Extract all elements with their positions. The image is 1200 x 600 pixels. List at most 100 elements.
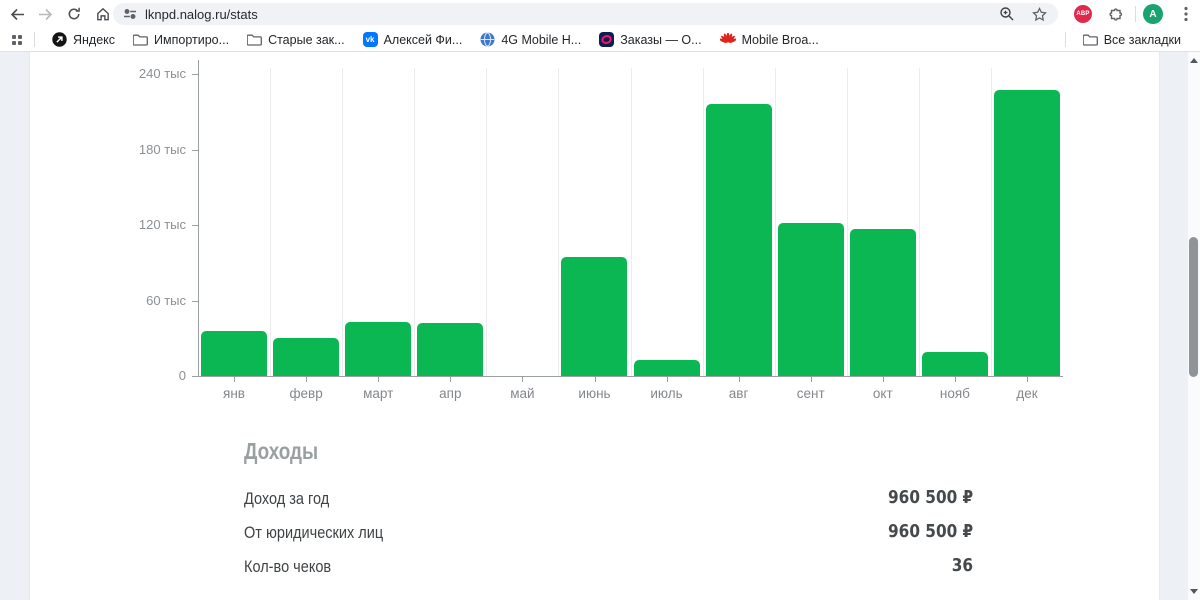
chart-bar[interactable] bbox=[201, 330, 268, 376]
chart-bar[interactable] bbox=[993, 90, 1060, 376]
chart-bar[interactable] bbox=[921, 351, 988, 376]
page-scrollbar[interactable] bbox=[1188, 52, 1200, 600]
income-row-receipts-count: Кол-во чеков 36 bbox=[244, 555, 973, 582]
browser-menu-button[interactable] bbox=[1174, 0, 1198, 28]
toolbar-separator bbox=[1135, 6, 1136, 22]
chart-y-tick-label: 0 bbox=[178, 368, 186, 383]
chart-bar[interactable] bbox=[273, 338, 340, 377]
chart-y-tick bbox=[192, 225, 198, 226]
chart-x-tick-label: май bbox=[510, 386, 535, 401]
chart-gridline bbox=[990, 68, 992, 376]
chart-bar[interactable] bbox=[417, 323, 484, 376]
chart-x-tick bbox=[954, 377, 956, 382]
scrollbar-up-arrow-icon[interactable] bbox=[1190, 58, 1198, 63]
scrollbar-thumb[interactable] bbox=[1189, 237, 1198, 377]
chart-x-axis-line bbox=[198, 376, 1063, 377]
chart-gridline bbox=[774, 68, 776, 376]
chart-x-tick-label: февр bbox=[289, 386, 323, 401]
income-row-label: От юридических лиц bbox=[244, 524, 384, 542]
income-summary-section: Доходы Доход за год 960 500 ₽ От юридиче… bbox=[244, 438, 973, 576]
scrollbar-down-arrow-icon[interactable] bbox=[1190, 589, 1198, 594]
chart-y-tick bbox=[192, 376, 198, 377]
folder-icon bbox=[1082, 34, 1098, 46]
bookmark-yandex[interactable]: Яндекс bbox=[43, 29, 124, 51]
home-button[interactable] bbox=[89, 0, 117, 28]
zoom-icon[interactable] bbox=[999, 6, 1015, 22]
bookmark-orders-ozon[interactable]: Заказы — О... bbox=[590, 29, 710, 51]
bookmark-mobile-broadband[interactable]: Mobile Broa... bbox=[711, 29, 828, 51]
income-section-title: Доходы bbox=[244, 438, 319, 464]
back-icon bbox=[10, 8, 24, 20]
reload-button[interactable] bbox=[60, 0, 88, 28]
extensions-button[interactable] bbox=[1102, 0, 1130, 28]
bookmark-star-icon[interactable] bbox=[1031, 6, 1048, 23]
back-button[interactable] bbox=[3, 0, 31, 28]
income-bar-chart: 0 60 тыс 120 тыс 180 тыс 240 тыс янв февр март а… bbox=[30, 52, 1159, 600]
url-text: lknpd.nalog.ru/stats bbox=[145, 6, 258, 22]
chart-y-tick-label: 180 тыс bbox=[138, 141, 186, 157]
bookmark-label: Импортиро... bbox=[154, 32, 230, 47]
chart-x-tick bbox=[594, 377, 596, 382]
chart-x-tick bbox=[738, 377, 740, 382]
bookmark-imported[interactable]: Импортиро... bbox=[124, 29, 238, 51]
site-info-icon[interactable] bbox=[123, 7, 137, 21]
chart-x-tick-label: июнь bbox=[578, 386, 611, 401]
income-row-value: 36 bbox=[951, 555, 973, 576]
chart-x-tick bbox=[1027, 377, 1028, 382]
profile-avatar[interactable]: A bbox=[1143, 4, 1163, 24]
chart-bar[interactable] bbox=[345, 321, 412, 376]
bookmark-label: Алексей Фи... bbox=[383, 32, 463, 47]
page-background: 0 60 тыс 120 тыс 180 тыс 240 тыс янв февр март а… bbox=[0, 52, 1200, 600]
bookmark-label: 4G Mobile H... bbox=[501, 32, 582, 47]
forward-icon bbox=[38, 8, 52, 20]
chart-y-tick-label: 240 тыс bbox=[138, 66, 186, 81]
chart-gridline bbox=[702, 68, 704, 376]
globe-icon bbox=[480, 32, 495, 47]
home-icon bbox=[97, 7, 109, 21]
chart-x-tick bbox=[810, 377, 812, 382]
chart-x-tick bbox=[522, 377, 524, 382]
chart-bar[interactable] bbox=[633, 359, 700, 376]
income-row-value: 960 500 ₽ bbox=[887, 521, 973, 542]
huawei-icon bbox=[719, 32, 736, 43]
chart-x-tick-label: март bbox=[363, 386, 394, 401]
bookmark-4g-mobile[interactable]: 4G Mobile H... bbox=[471, 29, 590, 51]
chart-gridline bbox=[486, 68, 488, 376]
chart-x-tick bbox=[450, 377, 452, 382]
browser-toolbar: lknpd.nalog.ru/stats ABP A bbox=[0, 0, 1200, 28]
bookmark-label: Яндекс bbox=[73, 32, 116, 47]
chart-bar[interactable] bbox=[849, 228, 916, 376]
reload-icon bbox=[68, 7, 80, 20]
chart-y-axis-line bbox=[198, 60, 199, 376]
forward-button[interactable] bbox=[31, 0, 59, 28]
chart-bar[interactable] bbox=[561, 256, 628, 376]
adblock-extension-icon[interactable]: ABP bbox=[1074, 5, 1092, 23]
chart-x-tick-label: дек bbox=[1016, 386, 1038, 401]
chart-bar[interactable] bbox=[705, 104, 772, 376]
ozon-icon bbox=[599, 32, 615, 47]
chart-gridline bbox=[558, 68, 560, 376]
chart-x-tick-label: авг bbox=[728, 386, 749, 401]
chart-gridline bbox=[630, 68, 632, 376]
bookmark-old-orders[interactable]: Старые зак... bbox=[238, 29, 354, 51]
bookmark-label: Mobile Broa... bbox=[741, 32, 819, 47]
chart-x-tick-label: янв bbox=[223, 386, 245, 401]
bookmarks-separator bbox=[34, 32, 35, 47]
chart-y-tick bbox=[192, 149, 198, 151]
chart-x-tick bbox=[306, 377, 308, 382]
income-row-label: Доход за год bbox=[244, 490, 330, 508]
kebab-menu-icon bbox=[1184, 6, 1188, 22]
folder-icon bbox=[247, 34, 263, 46]
chart-y-tick-label: 60 тыс bbox=[146, 292, 186, 308]
bookmark-label: Старые зак... bbox=[268, 32, 345, 47]
address-bar[interactable]: lknpd.nalog.ru/stats bbox=[113, 3, 1058, 25]
chart-x-tick bbox=[234, 377, 235, 382]
apps-grid-icon[interactable] bbox=[12, 34, 22, 45]
chart-bar[interactable] bbox=[777, 222, 844, 376]
chart-gridline bbox=[342, 68, 344, 376]
chart-gridline bbox=[846, 68, 848, 376]
chart-x-tick-label: нояб bbox=[939, 386, 970, 401]
bookmark-vk-profile[interactable]: vk Алексей Фи... bbox=[354, 29, 472, 51]
all-bookmarks-button[interactable]: Все закладки bbox=[1074, 29, 1190, 51]
chart-gridline bbox=[270, 68, 272, 376]
